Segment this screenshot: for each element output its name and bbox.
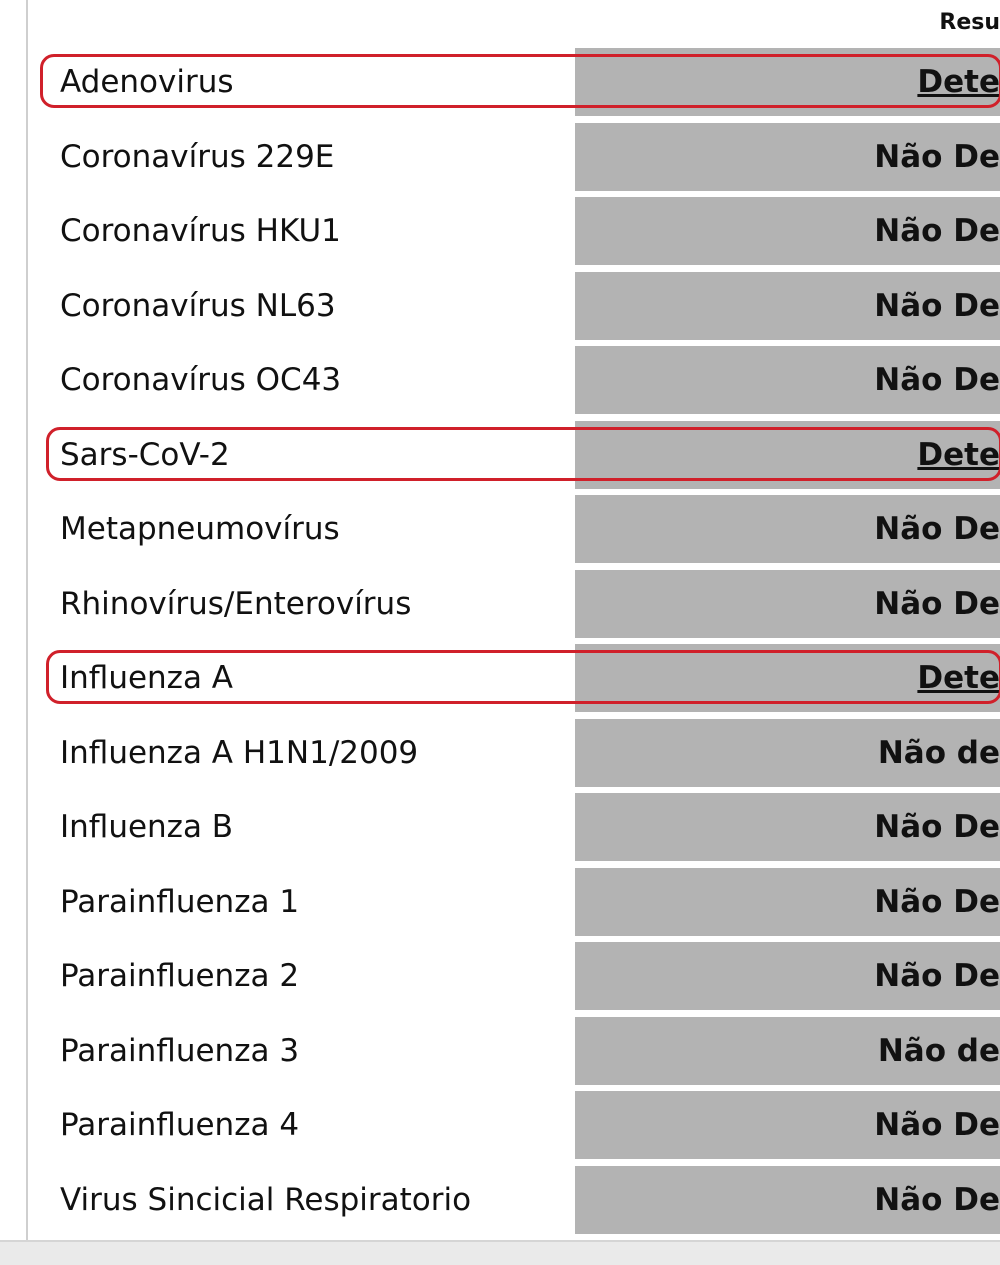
table-row: Parainfluenza 4 Não De: [28, 1091, 1000, 1159]
table-row: Coronavírus 229E Não De: [28, 122, 1000, 191]
result-cell: Não De: [575, 495, 1000, 563]
pathogen-name: Coronavírus OC43: [60, 362, 342, 398]
table-row: Influenza A H1N1/2009 Não de: [28, 718, 1000, 787]
result-cell: Dete: [575, 644, 1000, 712]
table-row: Influenza B Não De: [28, 793, 1000, 861]
table-row: Coronavírus NL63 Não De: [28, 271, 1000, 340]
pathogen-name: Influenza A H1N1/2009: [60, 734, 419, 771]
pathogen-name: Parainfluenza 2: [60, 958, 300, 994]
result-value: Não De: [874, 511, 1000, 547]
table-row: Adenovirus Dete: [28, 48, 1000, 116]
pathogen-name: Influenza B: [60, 809, 234, 845]
result-cell: Não De: [575, 942, 1000, 1010]
result-cell: Não De: [575, 271, 1000, 340]
pathogen-name: Metapneumovírus: [60, 511, 340, 547]
result-cell: Não de: [575, 718, 1000, 787]
pathogen-name: Parainfluenza 4: [60, 1107, 300, 1143]
result-cell: Não de: [575, 1016, 1000, 1085]
result-value: Não De: [874, 1181, 1000, 1218]
table-row: Virus Sincicial Respiratorio Não De: [28, 1165, 1000, 1234]
table-row: Metapneumovírus Não De: [28, 495, 1000, 563]
result-value: Não De: [874, 1107, 1000, 1143]
pathogen-name: Parainfluenza 3: [60, 1032, 300, 1069]
bottom-bar: [0, 1240, 1000, 1265]
pathogen-name: Coronavírus HKU1: [60, 213, 341, 249]
result-cell: Não De: [575, 793, 1000, 861]
result-value: Não De: [874, 958, 1000, 994]
result-value[interactable]: Dete: [917, 436, 1000, 473]
result-cell: Não De: [575, 1091, 1000, 1159]
table-row: Parainfluenza 2 Não De: [28, 942, 1000, 1010]
result-value: Não de: [877, 734, 1000, 771]
result-cell: Não De: [575, 197, 1000, 265]
result-value: Não De: [874, 138, 1000, 175]
result-cell: Não De: [575, 346, 1000, 414]
result-cell: Dete: [575, 420, 1000, 489]
table-row: Influenza A Dete: [28, 644, 1000, 712]
result-value: Não De: [874, 362, 1000, 398]
result-cell: Não De: [575, 867, 1000, 936]
pathogen-name: Adenovirus: [60, 64, 234, 100]
table-row: Coronavírus OC43 Não De: [28, 346, 1000, 414]
result-cell: Dete: [575, 48, 1000, 116]
result-value[interactable]: Dete: [917, 660, 1000, 696]
result-cell: Não De: [575, 569, 1000, 638]
pathogen-name: Influenza A: [60, 660, 234, 696]
result-cell: Não De: [575, 122, 1000, 191]
pathogen-name: Virus Sincicial Respiratorio: [60, 1181, 472, 1218]
pathogen-name: Coronavírus NL63: [60, 287, 336, 324]
pathogen-name: Parainfluenza 1: [60, 883, 300, 920]
pathogen-name: Rhinovírus/Enterovírus: [60, 585, 412, 622]
table-row: Sars-CoV-2 Dete: [28, 420, 1000, 489]
table-row: Parainfluenza 3 Não de: [28, 1016, 1000, 1085]
result-column-header: Resu: [939, 10, 1000, 35]
table-row: Rhinovírus/Enterovírus Não De: [28, 569, 1000, 638]
pathogen-name: Sars-CoV-2: [60, 436, 230, 473]
result-value: Não De: [874, 287, 1000, 324]
result-value: Não De: [874, 809, 1000, 845]
result-cell: Não De: [575, 1165, 1000, 1234]
table-row: Coronavírus HKU1 Não De: [28, 197, 1000, 265]
result-value[interactable]: Dete: [917, 64, 1000, 100]
result-value: Não de: [877, 1032, 1000, 1069]
result-value: Não De: [874, 883, 1000, 920]
pathogen-name: Coronavírus 229E: [60, 138, 335, 175]
result-value: Não De: [874, 213, 1000, 249]
table-left-border: [26, 0, 28, 1240]
table-row: Parainfluenza 1 Não De: [28, 867, 1000, 936]
result-value: Não De: [874, 585, 1000, 622]
